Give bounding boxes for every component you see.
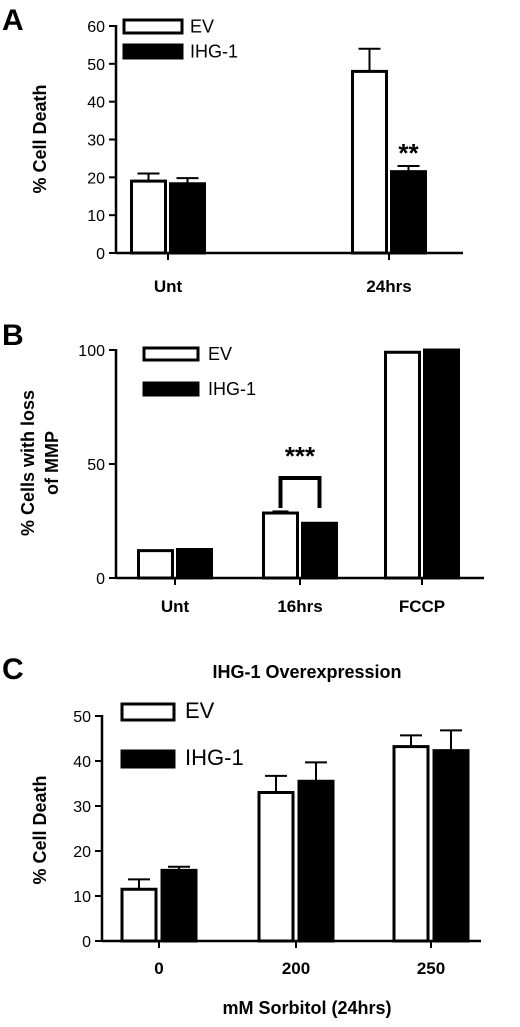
panel-letter: B — [2, 319, 24, 352]
y-tick-label: 10 — [87, 208, 105, 225]
y-axis-label: % Cells with loss — [18, 390, 38, 536]
chart-title: IHG-1 Overexpression — [212, 662, 401, 682]
bar-ev — [137, 549, 174, 580]
y-tick-label: 40 — [87, 95, 105, 112]
bar-ev — [120, 887, 158, 943]
bar-ihg-1 — [297, 779, 335, 943]
y-tick-label: 100 — [78, 343, 105, 360]
legend-label: IHG-1 — [190, 42, 238, 62]
bar-ev — [257, 791, 295, 943]
x-tick-label: 24hrs — [366, 277, 411, 296]
legend-swatch — [142, 381, 200, 397]
y-tick-label: 30 — [73, 799, 91, 816]
panel-b: B 0 50 100 Unt 16hrs FCCP % Cells with loss of M… — [2, 319, 484, 616]
legend-label: EV — [190, 17, 214, 37]
panel-a: A 0 10 20 30 40 50 60 Unt 24hrs % Cell Death ** EV IH… — [2, 4, 463, 296]
legend-swatch — [120, 749, 176, 769]
legend-swatch — [122, 43, 184, 60]
y-axis-label: % Cell Death — [30, 84, 50, 193]
legend-label: EV — [185, 698, 215, 723]
significance-bracket — [278, 476, 322, 508]
bar-ihg-1 — [176, 548, 213, 580]
bar-ihg-1 — [160, 868, 198, 943]
bar-ihg-1 — [301, 521, 338, 580]
bar-ev — [384, 350, 421, 580]
panel-letter: A — [2, 4, 24, 37]
y-axis-label: % Cell Death — [30, 775, 50, 884]
x-tick-label: Unt — [161, 597, 190, 616]
x-tick-label: 16hrs — [277, 597, 322, 616]
y-tick-label: 40 — [73, 754, 91, 771]
x-tick-label: 250 — [417, 959, 445, 978]
x-tick-label: FCCP — [399, 597, 445, 616]
legend-swatch — [122, 18, 184, 35]
bar-ihg-1 — [423, 348, 460, 580]
legend-label: EV — [208, 344, 232, 364]
y-tick-label: 20 — [73, 844, 91, 861]
bar-ihg-1 — [169, 182, 206, 255]
y-tick-label: 60 — [87, 19, 105, 36]
significance-label: ** — [398, 138, 419, 168]
y-tick-label: 50 — [73, 709, 91, 726]
x-tick-label: Unt — [154, 277, 183, 296]
x-tick-label: 200 — [282, 959, 310, 978]
y-tick-label: 0 — [96, 571, 105, 588]
bar-ihg-1 — [390, 170, 427, 255]
legend-label: IHG-1 — [208, 379, 256, 399]
panel-c: C IHG-1 Overexpression 0 10 20 30 40 50 0 200 250%… — [2, 653, 481, 1018]
y-tick-label: 10 — [73, 889, 91, 906]
y-tick-label: 30 — [87, 133, 105, 150]
y-tick-label: 0 — [96, 246, 105, 263]
bar-ihg-1 — [432, 749, 470, 943]
bar-ev — [262, 511, 299, 580]
x-axis-label: mM Sorbitol (24hrs) — [222, 998, 391, 1018]
x-tick-label: 0 — [154, 959, 163, 978]
bar-ev — [351, 69, 388, 255]
significance-label: *** — [285, 441, 316, 471]
bar-ev — [130, 179, 167, 255]
y-tick-label: 50 — [87, 457, 105, 474]
y-tick-label: 20 — [87, 170, 105, 187]
panel-letter: C — [2, 653, 24, 686]
bar-ev — [392, 745, 430, 943]
y-axis-label: of MMP — [42, 431, 62, 495]
y-tick-label: 50 — [87, 57, 105, 74]
legend-swatch — [142, 346, 200, 362]
legend-label: IHG-1 — [185, 745, 244, 770]
legend-swatch — [120, 702, 176, 722]
y-tick-label: 0 — [82, 934, 91, 951]
